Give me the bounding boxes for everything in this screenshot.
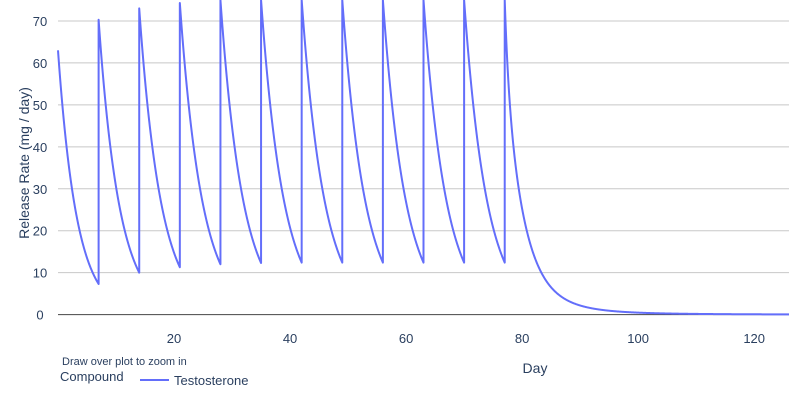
y-tick-label: 60 [33, 56, 47, 71]
x-axis-title: Day [523, 360, 548, 376]
series-line-testosterone[interactable] [57, 0, 789, 316]
y-tick-label: 40 [33, 140, 47, 155]
y-axis-ticks: 0 10 20 30 40 50 60 70 [33, 14, 47, 323]
x-tick-label: 40 [283, 331, 297, 346]
legend-label: Testosterone [174, 372, 249, 388]
x-tick-label: 80 [515, 331, 529, 346]
x-tick-label: 100 [627, 331, 649, 346]
x-axis-ticks: 20 40 60 80 100 120 [167, 331, 765, 346]
y-tick-label: 50 [33, 98, 47, 113]
legend-swatch [140, 379, 169, 381]
y-axis-title: Release Rate (mg / day) [16, 87, 32, 239]
legend-title: Compound [60, 369, 124, 384]
zoom-hint: Draw over plot to zoom in [62, 356, 187, 368]
y-tick-label: 20 [33, 224, 47, 239]
y-tick-label: 70 [33, 14, 47, 29]
y-tick-label: 30 [33, 182, 47, 197]
x-tick-label: 60 [399, 331, 413, 346]
y-tick-label: 10 [33, 266, 47, 281]
x-tick-label: 20 [167, 331, 181, 346]
y-tick-label: 0 [36, 308, 43, 323]
x-tick-label: 120 [743, 331, 765, 346]
legend-item-testosterone[interactable]: Testosterone [140, 372, 248, 388]
